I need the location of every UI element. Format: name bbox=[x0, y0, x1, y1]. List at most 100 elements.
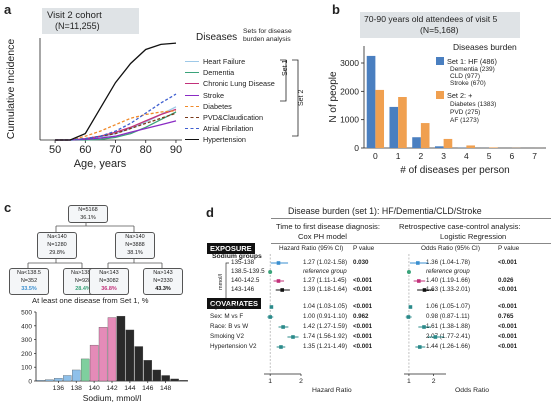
bar bbox=[489, 147, 498, 148]
x-axis-label: Sodium, mmol/l bbox=[83, 393, 142, 403]
panel-b-title: 70-90 years old attendees of visit 5 bbox=[364, 14, 498, 24]
or-p-value: <0.001 bbox=[498, 259, 518, 266]
or-value: 1.61 (1.38-1.88) bbox=[426, 323, 471, 330]
hr-value: reference group bbox=[303, 268, 347, 275]
bar bbox=[466, 145, 476, 148]
panel-d-label: d bbox=[206, 205, 214, 220]
legend-swatch bbox=[185, 139, 199, 141]
bar bbox=[389, 106, 399, 148]
hist-bar bbox=[143, 360, 152, 382]
panel-b-label: b bbox=[332, 2, 340, 17]
set2-item: PVD (275) bbox=[450, 109, 481, 116]
hr-p-value: <0.001 bbox=[353, 286, 373, 293]
row-label: 138.5-139.5 bbox=[231, 268, 265, 275]
hist-bar bbox=[89, 344, 99, 382]
x-tick-label: 3 bbox=[441, 151, 446, 161]
hr-value: 1.04 (1.03-1.05) bbox=[303, 303, 348, 310]
or-p-value: <0.001 bbox=[498, 343, 518, 350]
panel-b-title-box bbox=[360, 12, 520, 38]
y-tick-label: 3000 bbox=[340, 58, 359, 68]
hist-bar bbox=[80, 358, 90, 382]
legend-swatch bbox=[185, 105, 199, 107]
set2-bracket-label: Set 2 bbox=[298, 89, 305, 106]
hr-value: 1.35 (1.21-1.49) bbox=[303, 343, 348, 350]
hist-bar bbox=[161, 375, 170, 382]
x-tick-label: 50 bbox=[49, 144, 61, 156]
x-tick-label: 5 bbox=[487, 151, 492, 161]
set2-item: AF (1273) bbox=[450, 117, 479, 124]
series-line bbox=[55, 108, 177, 141]
or-value: 1.36 (1.04-1.78) bbox=[426, 259, 471, 266]
cox-title: Time to first disease diagnosis: bbox=[276, 222, 380, 231]
hr-tick-label: 1 bbox=[268, 378, 272, 385]
y-tick-label: 500 bbox=[21, 310, 32, 317]
panel-d-title: Disease burden (set 1): HF/Dementia/CLD/… bbox=[288, 206, 482, 216]
tree-leaf: Na<138.5 N=352 33.5% bbox=[9, 268, 49, 295]
hr-p-value: 0.030 bbox=[353, 259, 369, 266]
title-rule bbox=[271, 218, 551, 219]
legend-swatch bbox=[185, 117, 199, 118]
row-label: Sex: M vs F bbox=[210, 313, 244, 320]
or-point bbox=[417, 279, 421, 283]
legend-label: Stroke bbox=[203, 90, 225, 100]
row-label: 143-146 bbox=[231, 286, 255, 293]
or-tick-label: 1 bbox=[407, 378, 411, 385]
x-tick-label: 60 bbox=[79, 144, 91, 156]
tree-node-pct: 29.8% bbox=[49, 250, 65, 256]
or-p-value: <0.001 bbox=[498, 323, 518, 330]
hist-bar bbox=[152, 369, 161, 382]
tree-node-high: Na>140 N=3888 38.1% bbox=[115, 232, 155, 259]
or-p-value: 0.026 bbox=[498, 277, 514, 284]
hist-bar bbox=[179, 380, 188, 382]
burden-title: Diseases burden bbox=[453, 42, 517, 52]
panel-b-n: (N=5,168) bbox=[420, 25, 459, 35]
set2-swatch bbox=[436, 91, 444, 99]
tree-root-pct: 36.1% bbox=[80, 215, 96, 221]
y-tick-label: 1000 bbox=[340, 115, 359, 125]
or-p-value: 0.765 bbox=[498, 313, 514, 320]
set1-swatch bbox=[436, 57, 444, 65]
y-tick-label: 400 bbox=[21, 323, 32, 330]
or-tick-label: 2 bbox=[432, 378, 436, 385]
legend-swatch bbox=[185, 128, 199, 130]
legend-label: Chronic Lung Disease bbox=[203, 79, 275, 89]
legend-label: Heart Failure bbox=[203, 57, 246, 66]
or-p-header: P value bbox=[498, 245, 520, 252]
or-p-value: <0.001 bbox=[498, 303, 518, 310]
hr-value: 1.74 (1.56-1.92) bbox=[303, 333, 348, 340]
hr-p-value: 0.962 bbox=[353, 313, 369, 320]
hr-p-value: <0.001 bbox=[353, 343, 373, 350]
x-tick-label: 1 bbox=[396, 151, 401, 161]
sodium-groups-label: Sodium groups bbox=[212, 253, 262, 260]
cohort-box bbox=[42, 8, 139, 34]
tree-node-na: Na<140 bbox=[47, 234, 67, 240]
legend-label: PVD&Claudication bbox=[203, 113, 264, 122]
x-tick-label: 6 bbox=[510, 151, 515, 161]
or-value: 1.40 (1.19-1.66) bbox=[426, 277, 471, 284]
y-tick-label: 0 bbox=[354, 143, 359, 153]
logit-subtitle: Logistic Regression bbox=[440, 232, 507, 241]
tree-leaf-n: N=928 bbox=[74, 278, 92, 284]
or-point bbox=[422, 288, 427, 292]
x-tick-label: 140 bbox=[88, 385, 100, 392]
set2-item: Diabetes (1383) bbox=[450, 101, 497, 108]
tree-leaf-n: N=2330 bbox=[153, 278, 173, 284]
series-line bbox=[55, 106, 177, 141]
y-tick-label: 100 bbox=[21, 365, 32, 372]
cox-subtitle: Cox PH model bbox=[298, 232, 347, 241]
y-tick-label: 300 bbox=[21, 337, 32, 344]
series-line bbox=[55, 93, 177, 141]
tree-leaf-n: N=352 bbox=[20, 278, 38, 284]
x-tick-label: 80 bbox=[140, 144, 152, 156]
bar bbox=[443, 138, 453, 148]
x-axis-label: Age, years bbox=[74, 158, 127, 170]
set1-label: Set 1: HF (486) bbox=[447, 57, 497, 66]
tree-leaf-pct: 33.5% bbox=[21, 286, 37, 292]
tree-leaf-pct: 28.4% bbox=[75, 286, 91, 292]
hr-value: 1.00 (0.91-1.10) bbox=[303, 313, 348, 320]
hr-p-value: <0.001 bbox=[353, 277, 373, 284]
cohort-title: Visit 2 cohort bbox=[47, 10, 102, 21]
legend-label: Diabetes bbox=[203, 101, 232, 111]
or-value: 1.63 (1.33-2.01) bbox=[426, 286, 471, 293]
or-point bbox=[408, 305, 413, 309]
